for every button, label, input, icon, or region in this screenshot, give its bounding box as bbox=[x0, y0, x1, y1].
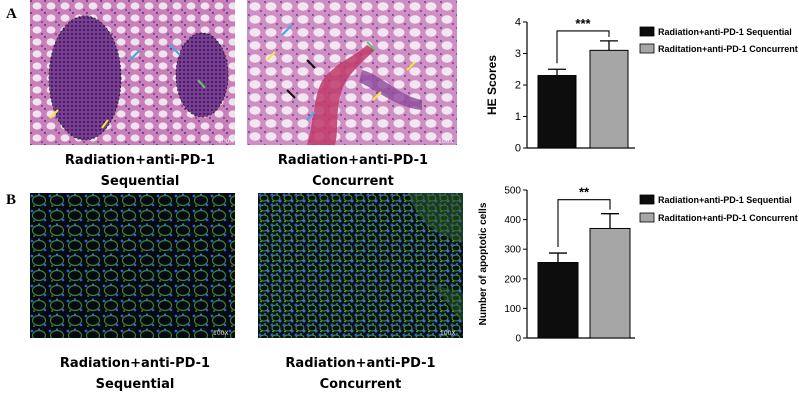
fluorescence-micrograph-sequential bbox=[30, 193, 235, 338]
y-tick-label: 2 bbox=[515, 80, 521, 92]
caption-line: Radiation+anti-PD-1 bbox=[285, 356, 436, 371]
magnification-label: 100X bbox=[440, 330, 456, 337]
y-tick-label: 100 bbox=[504, 304, 521, 315]
y-axis-label: HE Scores bbox=[485, 55, 499, 115]
legend-swatch bbox=[639, 26, 655, 37]
panel-letter-a: A bbox=[6, 6, 17, 22]
he-scores-chart: 0 1 2 3 4 HE Scores *** Radiation+anti-PD-1 Seq… bbox=[485, 16, 798, 155]
bar-concurrent bbox=[589, 49, 629, 149]
legend-label: Raditation+anti-PD-1 Concurrent bbox=[658, 213, 798, 223]
panel-letter-b: B bbox=[6, 192, 17, 208]
bar-sequential bbox=[537, 262, 579, 339]
legend-label: Raditation+anti-PD-1 Concurrent bbox=[658, 44, 798, 54]
legend-swatch bbox=[639, 43, 655, 54]
y-tick-label: 500 bbox=[504, 186, 521, 197]
significance-bracket bbox=[557, 199, 611, 248]
bar-concurrent bbox=[589, 227, 631, 339]
y-axis-label: Number of apoptotic cells bbox=[478, 202, 489, 325]
legend-label: Radiation+anti-PD-1 Sequential bbox=[658, 27, 792, 37]
caption-line: Radiation+anti-PD-1 bbox=[277, 153, 429, 168]
caption-line: Radiation+anti-PD-1 bbox=[59, 356, 211, 371]
y-tick-label: 0 bbox=[515, 143, 521, 155]
magnification-label: 100X bbox=[438, 138, 454, 145]
significance-label: *** bbox=[575, 16, 591, 31]
magnification-label: 100X bbox=[213, 330, 229, 337]
apoptotic-cells-chart: 0 100 200 300 400 500 Number of apoptotic cell… bbox=[478, 185, 798, 345]
caption-fluor-sequential: Radiation+anti-PD-1 Sequential bbox=[35, 353, 235, 395]
caption-line: Concurrent bbox=[319, 377, 402, 392]
legend-label: Radiation+anti-PD-1 Sequential bbox=[658, 195, 792, 205]
caption-line: Sequential bbox=[95, 377, 175, 392]
he-micrograph-concurrent bbox=[247, 0, 457, 145]
caption-line: Radiation+anti-PD-1 bbox=[64, 153, 216, 168]
bar-sequential bbox=[537, 75, 577, 149]
y-tick-label: 4 bbox=[515, 17, 521, 29]
legend-swatch bbox=[639, 194, 655, 205]
significance-bracket bbox=[556, 30, 610, 64]
magnification-label: 100X bbox=[218, 138, 234, 145]
y-tick-label: 0 bbox=[515, 334, 521, 345]
caption-he-sequential: Radiation+anti-PD-1 Sequential bbox=[40, 150, 240, 192]
caption-line: Concurrent bbox=[312, 174, 394, 189]
caption-fluor-concurrent: Radiation+anti-PD-1 Concurrent bbox=[258, 353, 463, 395]
y-tick-label: 300 bbox=[504, 245, 521, 256]
significance-label: ** bbox=[579, 185, 590, 200]
y-tick-label: 400 bbox=[504, 215, 521, 226]
fluorescence-micrograph-concurrent bbox=[258, 193, 463, 338]
he-micrograph-sequential bbox=[30, 0, 235, 145]
caption-line: Sequential bbox=[100, 174, 180, 189]
y-tick-label: 1 bbox=[515, 111, 521, 123]
caption-he-concurrent: Radiation+anti-PD-1 Concurrent bbox=[248, 150, 458, 192]
legend-swatch bbox=[639, 212, 655, 223]
y-tick-label: 200 bbox=[504, 274, 521, 285]
y-tick-label: 3 bbox=[515, 48, 521, 60]
